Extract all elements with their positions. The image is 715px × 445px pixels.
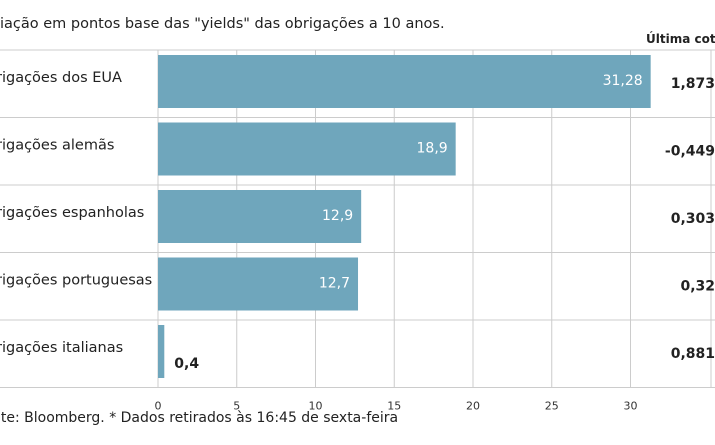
x-tick-label: 10 [309,400,323,413]
value-label: 0,4 [174,356,199,372]
category-label: rigações portuguesas [0,273,152,289]
bar [158,55,651,108]
x-tick-label: 5 [233,400,240,413]
bar [158,325,165,378]
bar [158,190,362,243]
last-quote-header: Última cotaç [646,32,715,46]
last-quote-value: 0,881 [671,346,715,362]
category-label: rigações dos EUA [0,70,122,86]
x-tick-label: 20 [466,400,480,413]
value-label: 18,9 [417,141,448,157]
chart-footer: nte: Bloomberg. * Dados retirados às 16:… [0,410,399,426]
value-label: 12,9 [322,208,353,224]
x-tick-label: 0 [155,400,162,413]
chart-subtitle: riação em pontos base das "yields" das o… [0,16,445,32]
x-tick-label: 30 [624,400,638,413]
category-label: rigações alemãs [0,138,114,154]
last-quote-value: 0,32 [680,279,715,295]
last-quote-value: 0,303 [671,211,715,227]
x-tick-label: 15 [387,400,401,413]
bar [158,257,359,311]
value-label: 12,7 [319,276,350,292]
category-label: rigações espanholas [0,205,144,221]
bar [158,122,456,176]
value-label: 31,28 [603,73,643,89]
category-label: rigações italianas [0,340,123,356]
last-quote-value: 1,873 [671,76,715,92]
x-tick-label: 25 [545,400,559,413]
last-quote-value: -0,449 [665,144,715,160]
